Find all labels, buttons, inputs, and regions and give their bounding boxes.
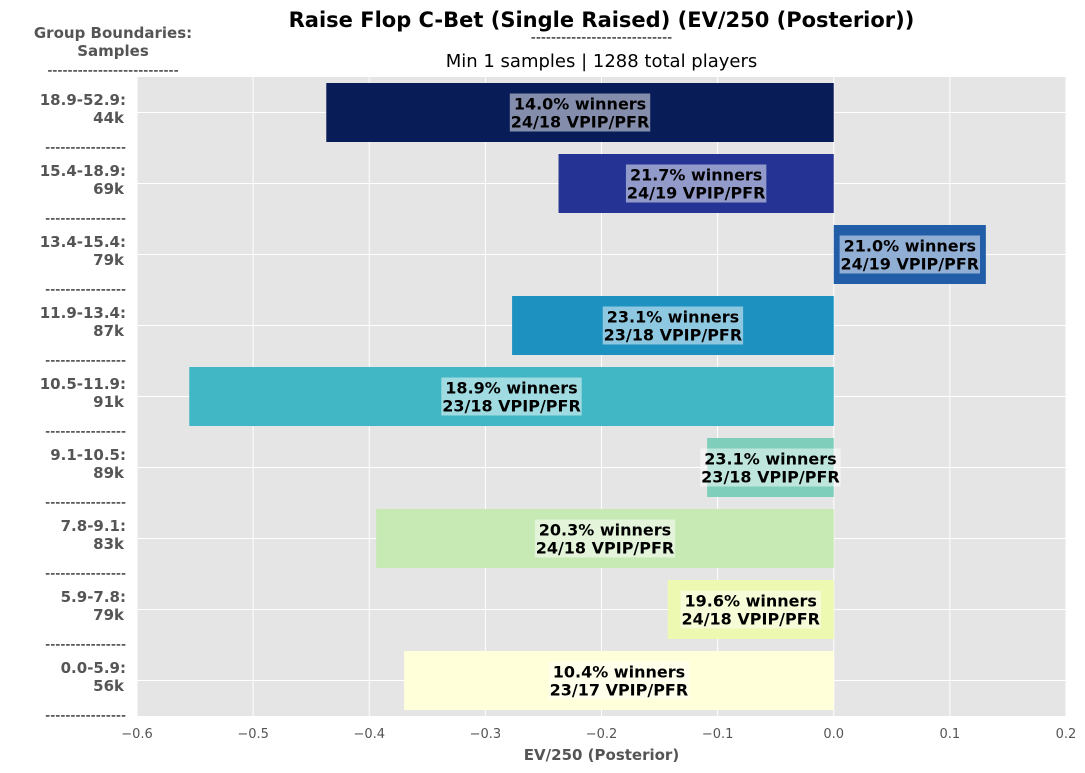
x-tick-label: 0.1	[940, 727, 961, 742]
bar-label-vpip-pfr: 23/18 VPIP/PFR	[701, 468, 840, 487]
bar-label-vpip-pfr: 24/19 VPIP/PFR	[841, 255, 980, 274]
bar-label-vpip-pfr: 24/19 VPIP/PFR	[627, 184, 766, 203]
bar-label-box	[839, 235, 981, 274]
chart-title: Raise Flop C-Bet (Single Raised) (EV/250…	[288, 8, 915, 32]
y-tick-label-samples: 83k	[93, 535, 125, 553]
group-separator: ----------------	[45, 282, 126, 298]
y-tick-label-samples: 79k	[93, 606, 125, 624]
bar-label-box	[602, 306, 744, 345]
x-tick-label: −0.4	[353, 727, 385, 742]
group-separator: ----------------	[45, 566, 126, 582]
group-separator: ----------------	[45, 353, 126, 369]
x-tick-label: −0.1	[702, 727, 734, 742]
bar-label-box	[534, 519, 676, 558]
bar-label-winners: 23.1% winners	[704, 450, 836, 469]
bar-label-box	[625, 164, 767, 203]
corner-label-line2: Samples	[77, 42, 149, 60]
bar-label-winners: 23.1% winners	[607, 308, 739, 327]
y-tick-label-range: 15.4-18.9:	[40, 162, 126, 180]
x-tick-label: 0.0	[823, 727, 844, 742]
bar-label-winners: 19.6% winners	[685, 592, 817, 611]
group-separator: ----------------	[45, 708, 126, 724]
x-tick-label: −0.5	[237, 727, 269, 742]
x-tick-label: 0.2	[1056, 727, 1077, 742]
bar-label-vpip-pfr: 24/18 VPIP/PFR	[681, 610, 820, 629]
group-separator: ----------------	[45, 495, 126, 511]
y-tick-label-range: 11.9-13.4:	[40, 304, 126, 322]
bar-label-winners: 20.3% winners	[539, 521, 671, 540]
bar-label-winners: 14.0% winners	[514, 95, 646, 114]
chart-subtitle: Min 1 samples | 1288 total players	[445, 51, 758, 72]
y-tick-label-range: 13.4-15.4:	[40, 233, 126, 251]
bar-label-box	[509, 93, 651, 132]
y-tick-label-samples: 69k	[93, 180, 125, 198]
y-axis-corner-label: Group Boundaries: Samples --------------…	[10, 24, 216, 80]
y-tick-label-samples: 56k	[93, 677, 125, 695]
y-tick-label-range: 7.8-9.1:	[61, 517, 126, 535]
chart-title-rule: ----------------------------	[530, 30, 673, 46]
y-tick-label-range: 10.5-11.9:	[40, 375, 126, 393]
group-separator: ----------------	[45, 637, 126, 653]
bar-label-box	[548, 661, 690, 700]
group-separator: ----------------	[45, 140, 126, 156]
x-tick-label: −0.2	[586, 727, 618, 742]
bar-label-winners: 18.9% winners	[445, 379, 577, 398]
y-tick-label-samples: 44k	[93, 109, 125, 127]
bar-label-vpip-pfr: 24/18 VPIP/PFR	[511, 113, 650, 132]
bar-label-box	[441, 377, 582, 416]
y-tick-label-samples: 89k	[93, 464, 125, 482]
corner-label-rule: --------------------------	[47, 63, 179, 79]
bar-label-box	[680, 590, 821, 629]
y-tick-label-samples: 79k	[93, 251, 125, 269]
y-tick-label-range: 5.9-7.8:	[61, 588, 126, 606]
corner-label-line1: Group Boundaries:	[33, 24, 193, 42]
bar-label-box	[700, 448, 841, 487]
bar-label-winners: 21.0% winners	[844, 237, 976, 256]
bar-label-vpip-pfr: 23/17 VPIP/PFR	[550, 681, 689, 700]
y-tick-label-range: 18.9-52.9:	[40, 91, 126, 109]
bar-label-winners: 10.4% winners	[553, 663, 685, 682]
bar-label-vpip-pfr: 23/18 VPIP/PFR	[604, 326, 743, 345]
bar-label-vpip-pfr: 24/18 VPIP/PFR	[536, 539, 675, 558]
x-tick-label: −0.3	[470, 727, 502, 742]
y-tick-label-samples: 91k	[93, 393, 125, 411]
y-tick-label-samples: 87k	[93, 322, 125, 340]
bar-label-winners: 21.7% winners	[630, 166, 762, 185]
x-tick-label: −0.6	[121, 727, 153, 742]
group-separator: ----------------	[45, 424, 126, 440]
bar-label-vpip-pfr: 23/18 VPIP/PFR	[442, 397, 581, 416]
y-tick-label-range: 0.0-5.9:	[61, 659, 126, 677]
group-separator: ----------------	[45, 211, 126, 227]
y-tick-label-range: 9.1-10.5:	[50, 446, 126, 464]
x-axis-label: EV/250 (Posterior)	[524, 746, 679, 764]
